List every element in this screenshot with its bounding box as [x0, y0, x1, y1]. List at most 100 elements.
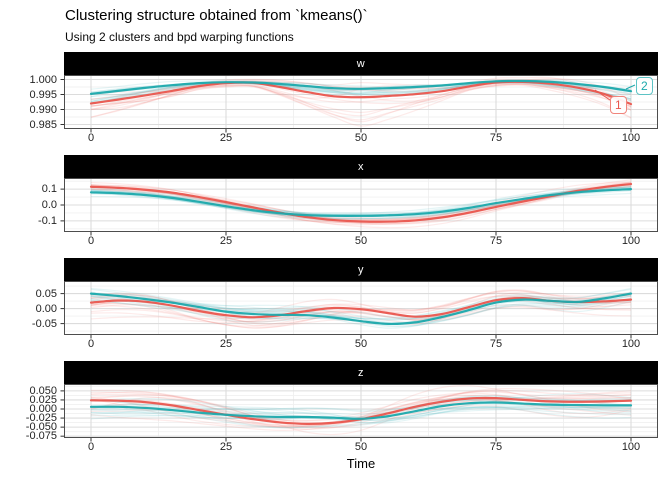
facet-panel-z — [60, 384, 658, 442]
cluster-1-mean-curve — [89, 182, 633, 223]
cluster-2-member-curve — [90, 189, 632, 214]
cluster-1-member-curve — [90, 300, 632, 324]
panel-border — [64, 384, 658, 438]
x-tick-label: 100 — [621, 132, 641, 144]
curves-group — [89, 179, 633, 229]
x-tick-label: 100 — [621, 441, 641, 453]
facet-strip-label: x — [358, 160, 364, 173]
cluster-1-member-curve — [90, 80, 632, 119]
y-tick-label: 0.0 — [41, 199, 57, 211]
panel-border — [64, 281, 658, 335]
y-tick-label: -0.05 — [31, 317, 57, 330]
x-tick-label: 0 — [87, 235, 95, 247]
cluster-1-mean-curve — [89, 80, 633, 106]
x-tick-label: 50 — [354, 235, 368, 247]
y-tick-label: -0.025 — [25, 412, 57, 425]
y-tick-label: -0.075 — [25, 430, 57, 443]
cluster-2-member-curve — [90, 288, 632, 320]
x-tick-label: 75 — [489, 132, 503, 144]
x-tick-label: 25 — [219, 132, 233, 144]
cluster-2-member-curve — [90, 292, 632, 329]
y-tick-label: 0.050 — [29, 384, 57, 397]
facet-panel-y — [60, 281, 658, 339]
cluster-2-member-curve — [90, 186, 632, 216]
cluster-2-member-curve — [90, 406, 632, 422]
x-tick-label: 25 — [219, 338, 233, 350]
x-tick-label: 50 — [354, 338, 368, 350]
facet-strip-x: x — [64, 155, 658, 178]
x-tick-label: 0 — [87, 441, 95, 453]
x-tick-label: 100 — [621, 338, 641, 350]
cluster-1-member-curve — [90, 181, 632, 221]
x-tick-label: 75 — [489, 235, 503, 247]
cluster-2-mean-curve — [89, 401, 633, 420]
cluster-1-member-curve — [90, 393, 632, 429]
facet-strip-label: z — [358, 366, 364, 379]
x-tick-label: 25 — [219, 235, 233, 247]
y-tick-label: -0.1 — [38, 214, 57, 227]
y-tick-label: 0.000 — [29, 403, 57, 415]
y-tick-label: 1.000 — [29, 73, 57, 86]
y-tick-label: 0.1 — [41, 183, 57, 196]
cluster-2-member-curve — [90, 297, 632, 328]
cluster-2-label: 2 — [636, 77, 653, 95]
cluster-1-member-curve — [90, 83, 632, 114]
cluster-1-member-curve — [90, 298, 632, 320]
cluster-2-member-curve — [90, 287, 632, 323]
facet-strip-w: w — [64, 52, 658, 75]
cluster-2-label-leader — [625, 84, 636, 90]
x-tick-label: 0 — [87, 132, 95, 144]
y-tick-label: 0.05 — [35, 287, 57, 300]
cluster-1-member-curve — [90, 394, 632, 425]
x-tick-label: 75 — [489, 441, 503, 453]
x-tick-label: 75 — [489, 338, 503, 350]
panel-border — [64, 178, 658, 232]
y-tick-label: -0.050 — [25, 421, 57, 434]
y-tick-label: 0.985 — [29, 118, 57, 131]
cluster-1-member-curve — [90, 389, 632, 436]
cluster-1-member-curve — [90, 84, 632, 121]
cluster-2-mean-curve — [89, 79, 633, 95]
facet-panel-x — [60, 178, 658, 236]
x-tick-label: 0 — [87, 338, 95, 350]
curves-group — [89, 76, 633, 127]
chart-title: Clustering structure obtained from `kmea… — [65, 7, 368, 24]
x-tick-label: 100 — [621, 235, 641, 247]
chart-subtitle: Using 2 clusters and bpd warping functio… — [65, 30, 294, 44]
cluster-1-member-curve — [90, 294, 632, 327]
cluster-2-member-curve — [90, 82, 632, 103]
cluster-2-mean-curve — [89, 188, 633, 217]
cluster-1-member-curve — [90, 385, 632, 427]
cluster-1-member-curve — [90, 395, 632, 422]
cluster-1-member-curve — [90, 389, 632, 429]
cluster-1-label: 1 — [610, 96, 627, 114]
facet-strip-label: y — [358, 263, 364, 276]
y-tick-label: 0.00 — [35, 302, 57, 315]
x-tick-label: 50 — [354, 132, 368, 144]
facet-strip-z: z — [64, 361, 658, 384]
x-axis-title: Time — [346, 456, 376, 471]
y-tick-label: 0.990 — [29, 103, 57, 116]
cluster-2-member-curve — [90, 407, 632, 424]
x-tick-label: 25 — [219, 441, 233, 453]
cluster-2-member-curve — [90, 406, 632, 429]
curves-group — [89, 287, 633, 329]
x-tick-label: 50 — [354, 441, 368, 453]
y-tick-label: 0.995 — [29, 88, 57, 101]
cluster-1-member-curve — [90, 83, 632, 127]
cluster-2-mean-curve — [89, 292, 633, 326]
cluster-2-member-curve — [90, 298, 632, 321]
cluster-1-member-curve — [90, 303, 632, 322]
cluster-1-label-leader — [594, 89, 611, 101]
cluster-2-member-curve — [90, 82, 632, 105]
cluster-2-member-curve — [90, 81, 632, 102]
cluster-1-member-curve — [90, 181, 632, 221]
panel-border — [64, 75, 658, 129]
cluster-1-member-curve — [90, 291, 632, 321]
cluster-1-member-curve — [90, 295, 632, 329]
curves-group — [89, 385, 633, 436]
cluster-1-member-curve — [90, 289, 632, 313]
cluster-1-member-curve — [90, 82, 632, 117]
y-tick-label: 0.025 — [29, 393, 57, 406]
